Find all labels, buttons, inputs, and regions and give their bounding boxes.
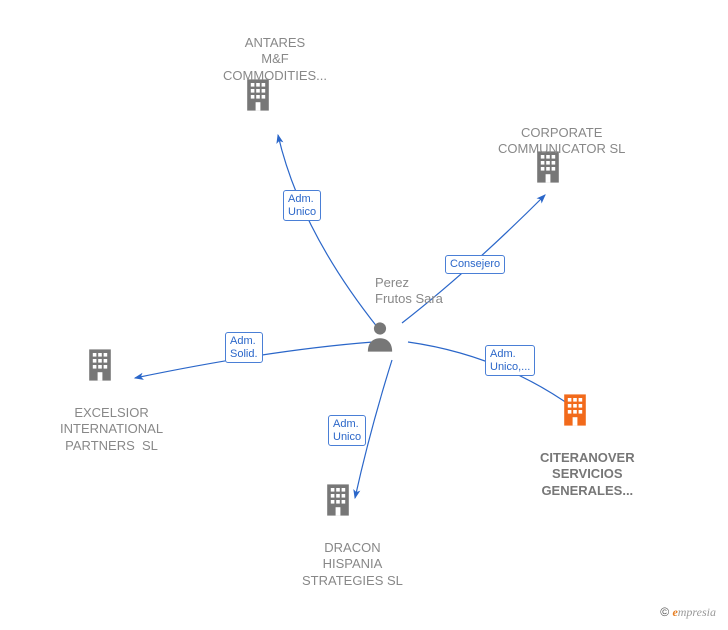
edge-label: Consejero: [445, 255, 505, 274]
person-icon: [365, 320, 395, 354]
edge-layer: [0, 0, 728, 630]
center-node-label: Perez Frutos Sara: [375, 275, 443, 308]
node-label: CITERANOVER SERVICIOS GENERALES...: [540, 450, 635, 499]
node-label: CORPORATE COMMUNICATOR SL: [498, 125, 625, 158]
edge-label: Adm. Unico,...: [485, 345, 535, 376]
node-label: DRACON HISPANIA STRATEGIES SL: [302, 540, 403, 589]
building-icon: [323, 482, 353, 518]
building-icon: [560, 392, 590, 428]
edge-arrow: [278, 135, 378, 328]
footer-brand: © empresia: [660, 605, 716, 620]
node-label: EXCELSIOR INTERNATIONAL PARTNERS SL: [60, 405, 163, 454]
diagram-canvas: Perez Frutos Sara ANTARES M&F COMMODITIE…: [0, 0, 728, 630]
brand-rest: mpresia: [678, 605, 716, 619]
edge-label: Adm. Unico: [283, 190, 321, 221]
copyright-symbol: ©: [660, 605, 669, 619]
edge-label: Adm. Solid.: [225, 332, 263, 363]
building-icon: [85, 347, 115, 383]
edge-label: Adm. Unico: [328, 415, 366, 446]
node-label: ANTARES M&F COMMODITIES...: [223, 35, 327, 84]
